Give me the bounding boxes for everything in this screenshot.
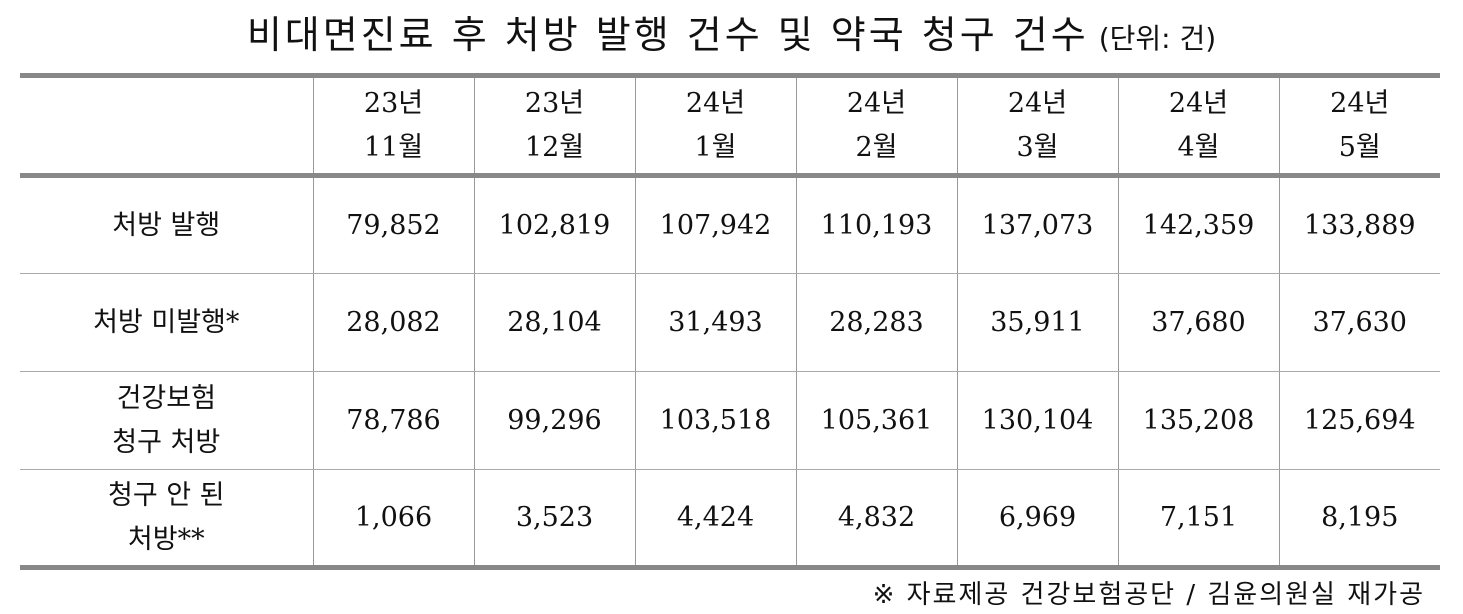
header-cell: 24년 1월 — [634, 75, 796, 176]
header-cell: 24년 2월 — [795, 75, 957, 176]
value-cell: 28,104 — [473, 273, 635, 372]
value-cell: 4,424 — [634, 469, 796, 568]
value-cell: 7,151 — [1117, 469, 1279, 568]
value-cell: 102,819 — [473, 175, 635, 274]
value-cell: 105,361 — [795, 371, 957, 470]
value-cell: 8,195 — [1278, 469, 1440, 568]
value-cell: 37,680 — [1117, 273, 1279, 372]
table-row: 건강보험 청구 처방 78,786 99,296 103,518 105,361 130,… — [20, 371, 1440, 470]
value-cell: 79,852 — [312, 175, 474, 274]
value-cell: 107,942 — [634, 175, 796, 274]
value-cell: 4,832 — [795, 469, 957, 568]
value-cell: 110,193 — [795, 175, 957, 274]
value-cell: 28,082 — [312, 273, 474, 372]
header-cell — [20, 75, 313, 176]
value-cell: 1,066 — [312, 469, 474, 568]
value-cell: 103,518 — [634, 371, 796, 470]
row-label: 청구 안 된 처방** — [20, 469, 313, 568]
header-cell: 24년 4월 — [1117, 75, 1279, 176]
value-cell: 142,359 — [1117, 175, 1279, 274]
value-cell: 6,969 — [956, 469, 1118, 568]
table-header: 23년 11월 23년 12월 24년 1월 24년 2월 24년 3월 24년 4월 24… — [20, 75, 1440, 176]
title: 비대면진료 후 처방 발행 건수 및 약국 청구 건수 — [246, 13, 1089, 57]
table-row: 청구 안 된 처방** 1,066 3,523 4,424 4,832 6,969 7,15… — [20, 469, 1440, 568]
value-cell: 125,694 — [1278, 371, 1440, 470]
header-cell: 24년 5월 — [1278, 75, 1440, 176]
header-cell: 23년 11월 — [312, 75, 474, 176]
table-row: 처방 발행 79,852 102,819 107,942 110,193 137,073 1… — [20, 175, 1440, 274]
value-cell: 31,493 — [634, 273, 796, 372]
value-cell: 3,523 — [473, 469, 635, 568]
value-cell: 133,889 — [1278, 175, 1440, 274]
value-cell: 130,104 — [956, 371, 1118, 470]
value-cell: 99,296 — [473, 371, 635, 470]
value-cell: 135,208 — [1117, 371, 1279, 470]
value-cell: 28,283 — [795, 273, 957, 372]
value-cell: 137,073 — [956, 175, 1118, 274]
data-table: 23년 11월 23년 12월 24년 1월 24년 2월 24년 3월 24년 4월 24… — [20, 73, 1440, 570]
row-label: 처방 발행 — [20, 175, 313, 274]
row-label: 건강보험 청구 처방 — [20, 371, 313, 470]
table-body: 처방 발행 79,852 102,819 107,942 110,193 137,073 1… — [20, 175, 1440, 568]
row-label: 처방 미발행* — [20, 273, 313, 372]
table-row: 처방 미발행* 28,082 28,104 31,493 28,283 35,911 37,… — [20, 273, 1440, 372]
unit: (단위: 건) — [1098, 22, 1217, 55]
header-row: 23년 11월 23년 12월 24년 1월 24년 2월 24년 3월 24년 4월 24… — [20, 75, 1440, 176]
value-cell: 35,911 — [956, 273, 1118, 372]
header-cell: 24년 3월 — [956, 75, 1118, 176]
footnote: ※ 자료제공 건강보험공단 / 김윤의원실 재가공 — [872, 580, 1425, 610]
header-cell: 23년 12월 — [473, 75, 635, 176]
value-cell: 37,630 — [1278, 273, 1440, 372]
value-cell: 78,786 — [312, 371, 474, 470]
title-block: 비대면진료 후 처방 발행 건수 및 약국 청구 건수 (단위: 건) — [0, 4, 1463, 59]
